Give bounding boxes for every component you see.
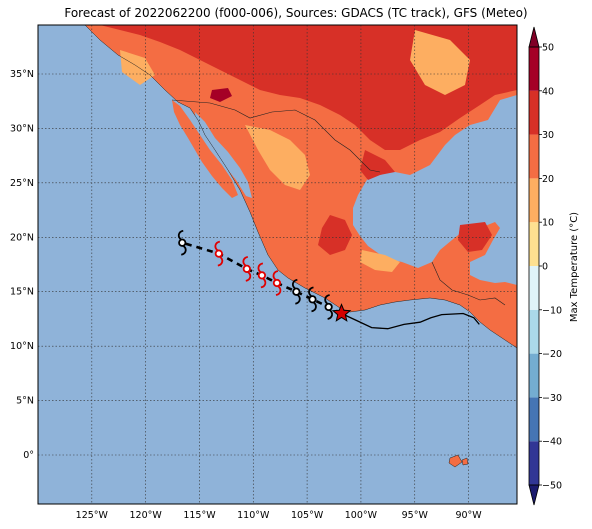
lon-tick-label: 110°W (237, 510, 270, 521)
colorbar-tick-label: 20 (542, 174, 554, 185)
land-hot-region-4 (458, 222, 492, 252)
colorbar-segment (529, 266, 539, 310)
lat-tick-label: 30°N (10, 123, 34, 134)
colorbar-tick-label: −30 (542, 393, 562, 404)
map-frame (37, 24, 518, 505)
colorbar-segment (529, 397, 539, 442)
tc-track (177, 229, 480, 330)
land-baja-california (172, 100, 238, 198)
storm-symbol-forecast (214, 240, 224, 267)
lon-tick-label: 120°W (129, 510, 162, 521)
lat-tick-label: 15°N (10, 287, 34, 298)
colorbar-segment (529, 353, 539, 398)
lon-tick-label: 90°W (455, 510, 482, 521)
colorbar-tick-label: −40 (542, 437, 562, 448)
border-central-america (431, 261, 506, 306)
land-mild-region (245, 125, 310, 190)
land-mild-region-2 (410, 30, 470, 95)
land-mild-region-4 (120, 50, 155, 85)
lat-tick-label: 25°N (10, 178, 34, 189)
lat-tick-label: 5°N (16, 396, 34, 407)
lat-tick-label: 20°N (10, 232, 34, 243)
lat-tick-label: 0° (23, 450, 34, 461)
colorbar-segment (529, 90, 539, 135)
galapagos-islands (448, 454, 469, 468)
colorbar-segment (529, 134, 539, 179)
lon-tick-label: 115°W (183, 510, 216, 521)
colorbar-tick-label: 50 (542, 43, 554, 54)
map-title: Forecast of 2022062200 (f000-006), Sourc… (64, 6, 528, 20)
storm-symbol-forecast (272, 270, 282, 296)
lon-tick-label: 95°W (402, 510, 429, 521)
land-hot-region-3 (318, 215, 352, 255)
gridlines (38, 25, 517, 504)
lon-tick-label: 105°W (291, 510, 324, 521)
storm-symbol-forecast (242, 255, 252, 282)
current-position-star (331, 303, 352, 322)
track-history-line (341, 312, 480, 330)
colorbar-segment (529, 178, 539, 223)
storm-symbol-observed (324, 294, 333, 320)
storm-symbol-observed (308, 286, 317, 313)
colorbar-segment (529, 309, 539, 354)
colorbar-tick-label: 40 (542, 86, 554, 97)
land-hot-region-2 (360, 150, 395, 180)
colorbar-under-arrow (528, 484, 540, 506)
longitude-labels: 125°W 120°W 115°W 110°W 105°W 100°W 95°W 90°W (76, 510, 483, 521)
colorbar-tick-label: 0 (542, 262, 548, 273)
colorbar-label: Max Temperature (°C) (569, 212, 580, 322)
colorbar-tick-label: −10 (542, 305, 562, 316)
border-us-mexico (171, 99, 381, 173)
colorbar-tick-label: −20 (542, 349, 562, 360)
latitude-labels: 35°N 30°N 25°N 20°N 15°N 10°N 5°N 0° (10, 69, 34, 461)
storm-symbol-forecast (257, 262, 267, 289)
lon-tick-label: 100°W (345, 510, 378, 521)
lon-tick-label: 125°W (76, 510, 109, 521)
colorbar-tick-label: 10 (542, 218, 554, 229)
colorbar-segment (529, 222, 539, 266)
storm-symbol-forecast (177, 229, 187, 256)
land-very-hot-spot (210, 88, 232, 102)
storm-symbol-observed (291, 278, 301, 305)
coastline (84, 25, 517, 349)
colorbar-tick-label: −50 (542, 481, 562, 492)
colorbar-over-arrow (528, 26, 540, 48)
land-mild-region-3 (360, 250, 400, 272)
gulf-of-california (195, 112, 252, 198)
colorbar-segment (529, 47, 539, 91)
colorbar-tick-label: 30 (542, 130, 554, 141)
lat-tick-label: 10°N (10, 341, 34, 352)
colorbar-segment (529, 441, 539, 485)
lat-tick-label: 35°N (10, 69, 34, 80)
